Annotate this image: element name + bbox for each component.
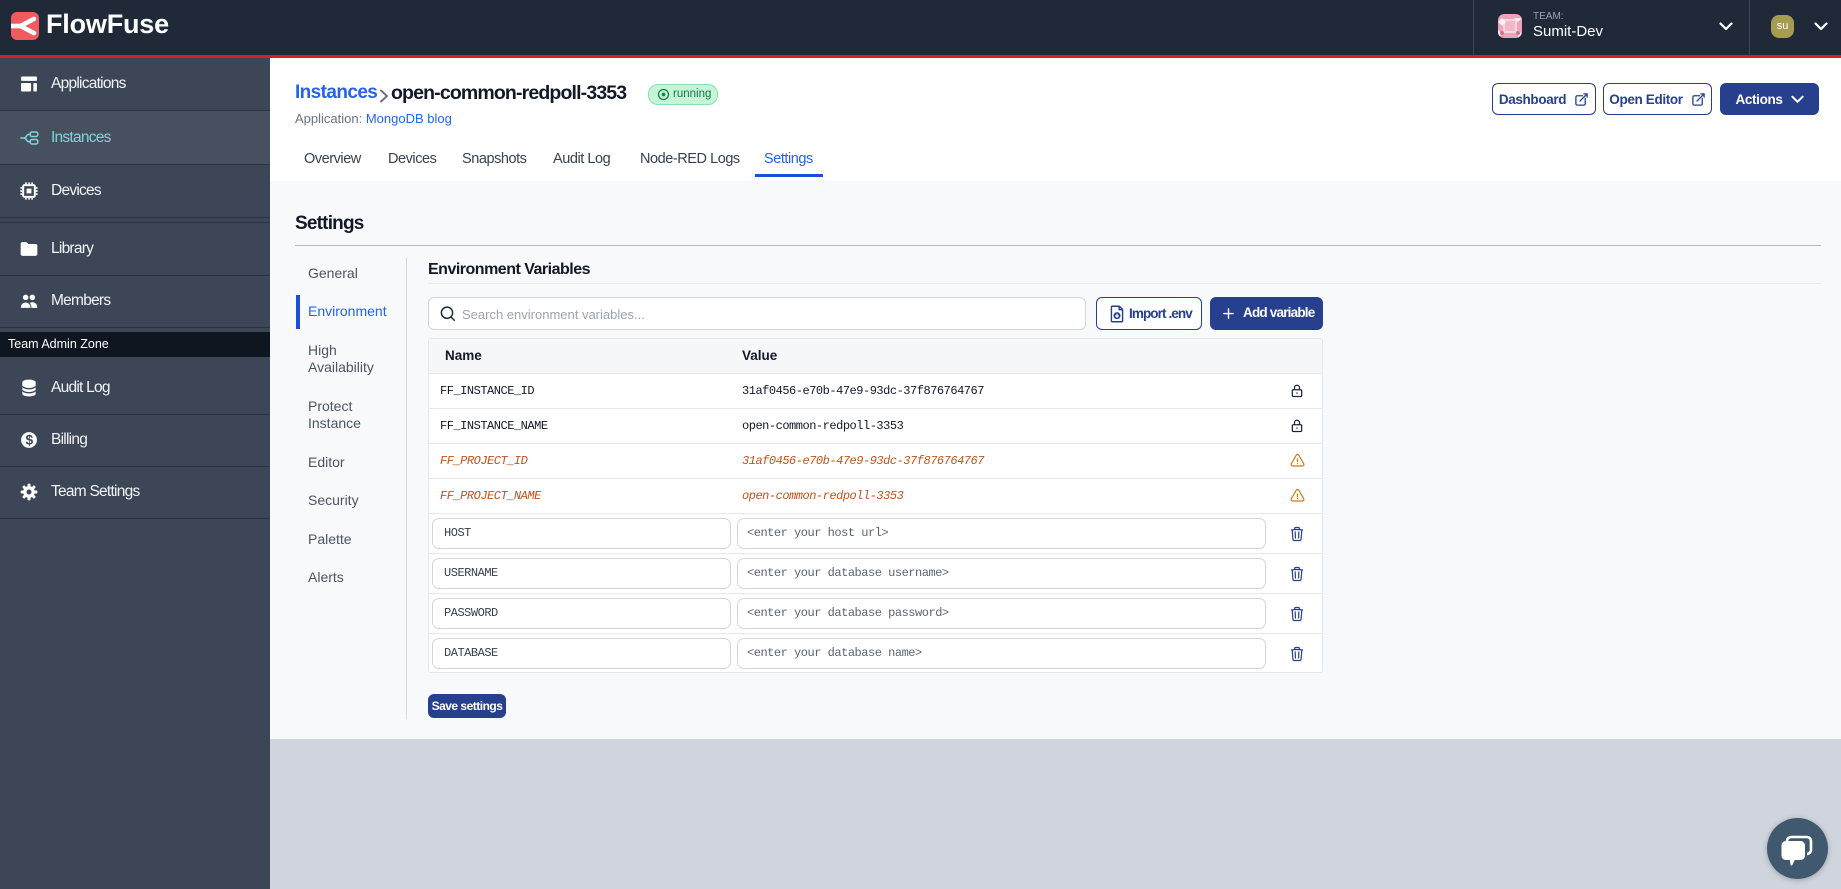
svg-text:$: $ <box>25 433 33 448</box>
